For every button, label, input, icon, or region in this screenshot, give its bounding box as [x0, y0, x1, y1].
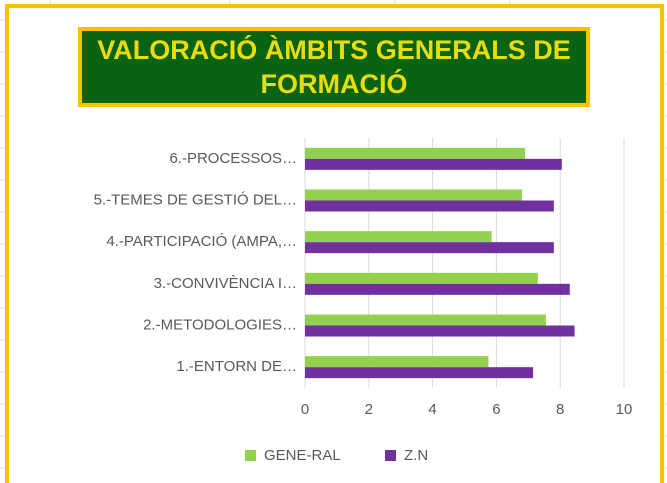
legend-label: GENE-RAL [264, 447, 341, 464]
bar [305, 272, 538, 284]
y-tick-label: 5.-TEMES DE GESTIÓ DEL… [94, 191, 297, 208]
x-tick-label: 2 [365, 401, 373, 418]
x-tick-label: 4 [428, 401, 436, 418]
y-tick-label: 3.-CONVIVÈNCIA I… [154, 275, 297, 292]
chart-title: VALORACIÓ ÀMBITS GENERALS DE FORMACIÓ [78, 27, 590, 107]
bar [305, 147, 526, 159]
x-tick-label: 6 [492, 401, 500, 418]
x-tick-label: 10 [616, 401, 633, 418]
y-tick-label: 1.-ENTORN DE… [176, 358, 297, 375]
bar [305, 356, 489, 368]
bar [305, 189, 522, 201]
x-tick-label: 8 [556, 401, 564, 418]
bar [305, 314, 546, 326]
bar [305, 158, 562, 170]
legend-label: Z.N [404, 447, 428, 464]
x-tick-label: 0 [301, 401, 309, 418]
bar [305, 242, 554, 254]
y-tick-label: 2.-METODOLOGIES… [143, 316, 297, 333]
y-tick-label: 4.-PARTICIPACIÓ (AMPA,… [106, 233, 297, 250]
y-tick-label: 6.-PROCESSOS… [169, 150, 297, 167]
bar [305, 325, 575, 337]
legend-swatch [245, 450, 256, 461]
bar [305, 367, 534, 379]
legend-swatch [385, 450, 396, 461]
bar [305, 231, 492, 243]
bar [305, 283, 570, 295]
plot-area: 0 2 4 6 8 10 1.-ENTORN DE… 2.-METODOLOGIES… 3.-C… [94, 138, 633, 464]
bar [305, 200, 554, 212]
